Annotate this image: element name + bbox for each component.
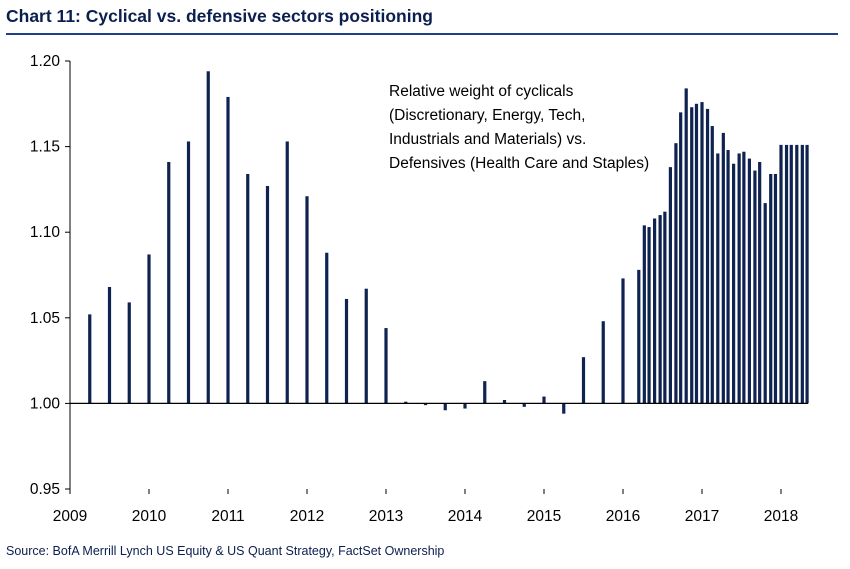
bar	[800, 144, 804, 404]
bar	[647, 227, 651, 404]
bar	[663, 211, 667, 404]
x-tick-label: 2015	[527, 508, 561, 525]
bar	[384, 328, 388, 404]
bar	[404, 401, 408, 404]
bar	[226, 96, 230, 404]
bar	[742, 151, 746, 404]
bar	[285, 141, 289, 404]
y-tick-label: 1.05	[30, 310, 60, 327]
title-divider	[6, 33, 838, 35]
bar	[721, 132, 725, 404]
y-tick-label: 1.20	[30, 53, 61, 70]
y-tick-label: 1.15	[30, 139, 60, 156]
bar	[700, 102, 704, 404]
bar	[668, 167, 672, 404]
bar	[758, 162, 762, 404]
bar	[726, 150, 730, 404]
y-tick-label: 0.95	[30, 481, 60, 498]
bar	[779, 144, 783, 404]
bar	[690, 107, 694, 404]
bar	[423, 403, 428, 406]
bar	[684, 88, 688, 404]
bar	[637, 269, 641, 404]
bar-series	[88, 71, 809, 414]
bar	[763, 203, 767, 404]
x-tick-label: 2014	[448, 508, 483, 525]
bar	[522, 403, 526, 407]
bar	[694, 103, 699, 404]
bar	[206, 71, 210, 404]
bar	[305, 196, 309, 404]
bar	[581, 357, 586, 404]
bar	[732, 163, 736, 404]
y-axis: 1.20 1.15 1.10 1.05 1.00 0.95	[30, 53, 70, 498]
bar	[562, 403, 566, 414]
bar	[789, 144, 793, 404]
bar	[325, 252, 329, 404]
bar	[88, 314, 92, 404]
bar	[107, 286, 112, 404]
bar	[443, 403, 447, 411]
bar	[601, 321, 605, 404]
bar	[784, 144, 789, 404]
bar	[621, 278, 625, 404]
bar	[658, 215, 662, 404]
bar	[542, 396, 546, 404]
chart-annotation: Relative weight of cyclicals (Discretiona…	[389, 83, 649, 172]
bar	[642, 225, 646, 404]
bar	[463, 403, 467, 409]
annotation-line: Defensives (Health Care and Staples)	[389, 155, 649, 172]
bar	[653, 218, 657, 404]
bar	[674, 143, 678, 404]
y-tick-label: 1.00	[30, 395, 61, 412]
bar	[769, 173, 773, 404]
x-tick-label: 2009	[53, 508, 87, 525]
bar	[795, 144, 799, 404]
x-axis: 2009 2010 2011 2012 2013 2014 2015 2016 2017 2018	[53, 489, 798, 525]
annotation-line: Industrials and Materials) vs.	[389, 131, 586, 148]
x-tick-label: 2011	[211, 508, 244, 525]
bar	[747, 158, 751, 404]
bar	[127, 302, 131, 404]
bar	[502, 399, 507, 404]
bar	[737, 153, 741, 404]
x-tick-label: 2017	[685, 508, 719, 525]
bar	[364, 288, 368, 404]
annotation-line: (Discretionary, Energy, Tech,	[389, 107, 585, 124]
annotation-line: Relative weight of cyclicals	[389, 83, 574, 100]
bar	[265, 185, 270, 404]
bar	[167, 162, 171, 404]
bar	[710, 126, 714, 404]
x-tick-label: 2012	[290, 508, 324, 525]
bar	[344, 298, 349, 404]
bar	[716, 153, 720, 404]
bar	[147, 254, 151, 404]
chart-title: Chart 11: Cyclical vs. defensive sectors…	[6, 6, 433, 26]
x-tick-label: 2016	[606, 508, 640, 525]
bar	[246, 173, 250, 404]
bar	[705, 108, 710, 404]
x-tick-label: 2013	[369, 508, 403, 525]
bar	[805, 144, 809, 404]
bar	[679, 112, 683, 404]
x-tick-label: 2018	[764, 508, 798, 525]
bar	[753, 170, 757, 404]
bar	[773, 173, 778, 404]
bar	[186, 141, 191, 404]
bar	[483, 381, 487, 404]
source-note: Source: BofA Merrill Lynch US Equity & U…	[6, 544, 445, 558]
y-tick-label: 1.10	[30, 224, 61, 241]
x-tick-label: 2010	[132, 508, 167, 525]
